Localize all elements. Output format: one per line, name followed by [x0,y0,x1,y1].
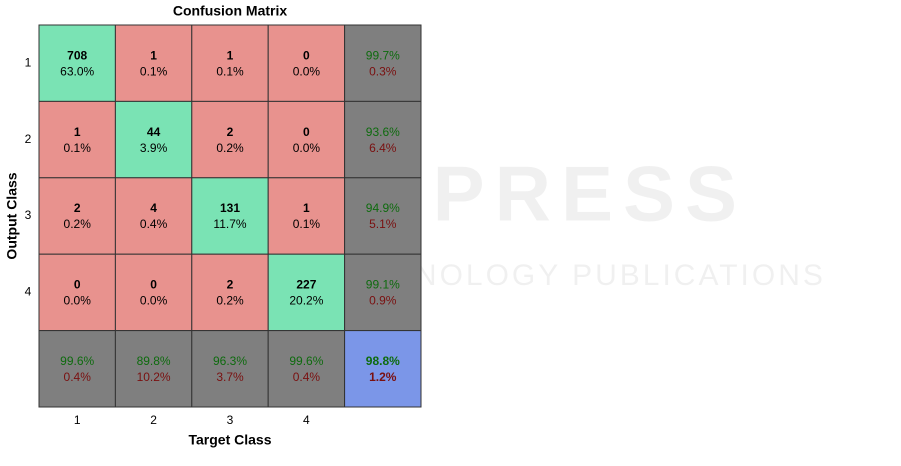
cell [38,253,116,332]
row-correct: 93.6% [366,125,400,139]
cell-count: 1 [227,48,234,62]
cell-percent: 20.2% [289,294,323,308]
cell [344,100,422,179]
row-correct: 94.9% [366,201,400,215]
cell-percent: 0.1% [293,217,321,231]
cell-count: 2 [74,201,81,215]
cell-percent: 0.2% [216,141,244,155]
cell-percent: 0.0% [140,294,168,308]
cell-percent: 0.2% [64,217,92,231]
cell [114,177,193,255]
cell-count: 0 [303,125,310,139]
row-error: 0.9% [369,294,397,308]
cell [114,24,193,102]
cell-count: 227 [296,278,316,292]
cell [267,177,346,255]
cell-percent: 0.1% [64,141,92,155]
cell-count: 1 [74,125,81,139]
row-error: 0.3% [369,64,397,78]
cell-percent: 0.0% [64,294,92,308]
cell [38,24,116,102]
cell [38,177,116,255]
cell-percent: 0.4% [140,217,168,231]
cell [191,253,269,332]
cell-percent: 0.1% [216,64,244,78]
col-correct: 96.3% [213,354,247,368]
overall-correct: 98.8% [366,354,400,368]
cell-count: 0 [74,278,81,292]
y-label: Output Class [4,172,20,259]
cell [191,330,269,408]
cell-percent: 0.2% [216,294,244,308]
cell [191,177,269,255]
col-label: 4 [303,413,310,427]
cell-count: 2 [227,278,234,292]
row-correct: 99.7% [366,48,400,62]
cell [38,100,116,179]
cell-count: 0 [150,278,157,292]
cell-percent: 11.7% [213,217,246,231]
col-error: 0.4% [293,370,321,384]
cell [191,100,269,179]
overall-error: 1.2% [369,370,397,384]
col-error: 0.4% [64,370,92,384]
x-label: Target Class [189,432,272,448]
cell [114,253,193,332]
row-error: 5.1% [369,217,397,231]
col-correct: 89.8% [137,354,171,368]
row-label: 3 [25,208,32,222]
cell [114,330,193,408]
cell-count: 44 [147,125,161,139]
row-correct: 99.1% [366,278,400,292]
col-correct: 99.6% [289,354,323,368]
cell [267,24,346,102]
cell-percent: 0.0% [293,64,321,78]
row-label: 1 [25,55,32,69]
cell [38,330,116,408]
row-label: 4 [25,285,32,299]
cell-count: 708 [67,48,87,62]
cell [344,177,422,255]
title: Confusion Matrix [173,3,288,19]
col-label: 2 [150,413,157,427]
col-label: 3 [227,413,234,427]
cell-count: 0 [303,48,310,62]
cell-count: 2 [227,125,234,139]
cell [344,24,422,102]
cell-percent: 63.0% [60,64,94,78]
cell-percent: 3.9% [140,141,168,155]
cell-count: 4 [150,201,157,215]
col-error: 3.7% [216,370,244,384]
cell-percent: 0.0% [293,141,321,155]
cell [267,330,346,408]
cell-count: 1 [150,48,157,62]
cell [267,253,346,332]
cell [191,24,269,102]
col-correct: 99.6% [60,354,94,368]
col-label: 1 [74,413,81,427]
cell-count: 131 [220,201,240,215]
matrix: 70863.0%10.1%10.1%00.0%99.7%0.3%110.1%44… [25,24,422,427]
cell-percent: 0.1% [140,64,168,78]
cell-count: 1 [303,201,310,215]
cell [344,253,422,332]
row-label: 2 [25,132,32,146]
cell [344,330,422,408]
cell [114,100,193,179]
row-error: 6.4% [369,141,397,155]
col-error: 10.2% [137,370,171,384]
cell [267,100,346,179]
